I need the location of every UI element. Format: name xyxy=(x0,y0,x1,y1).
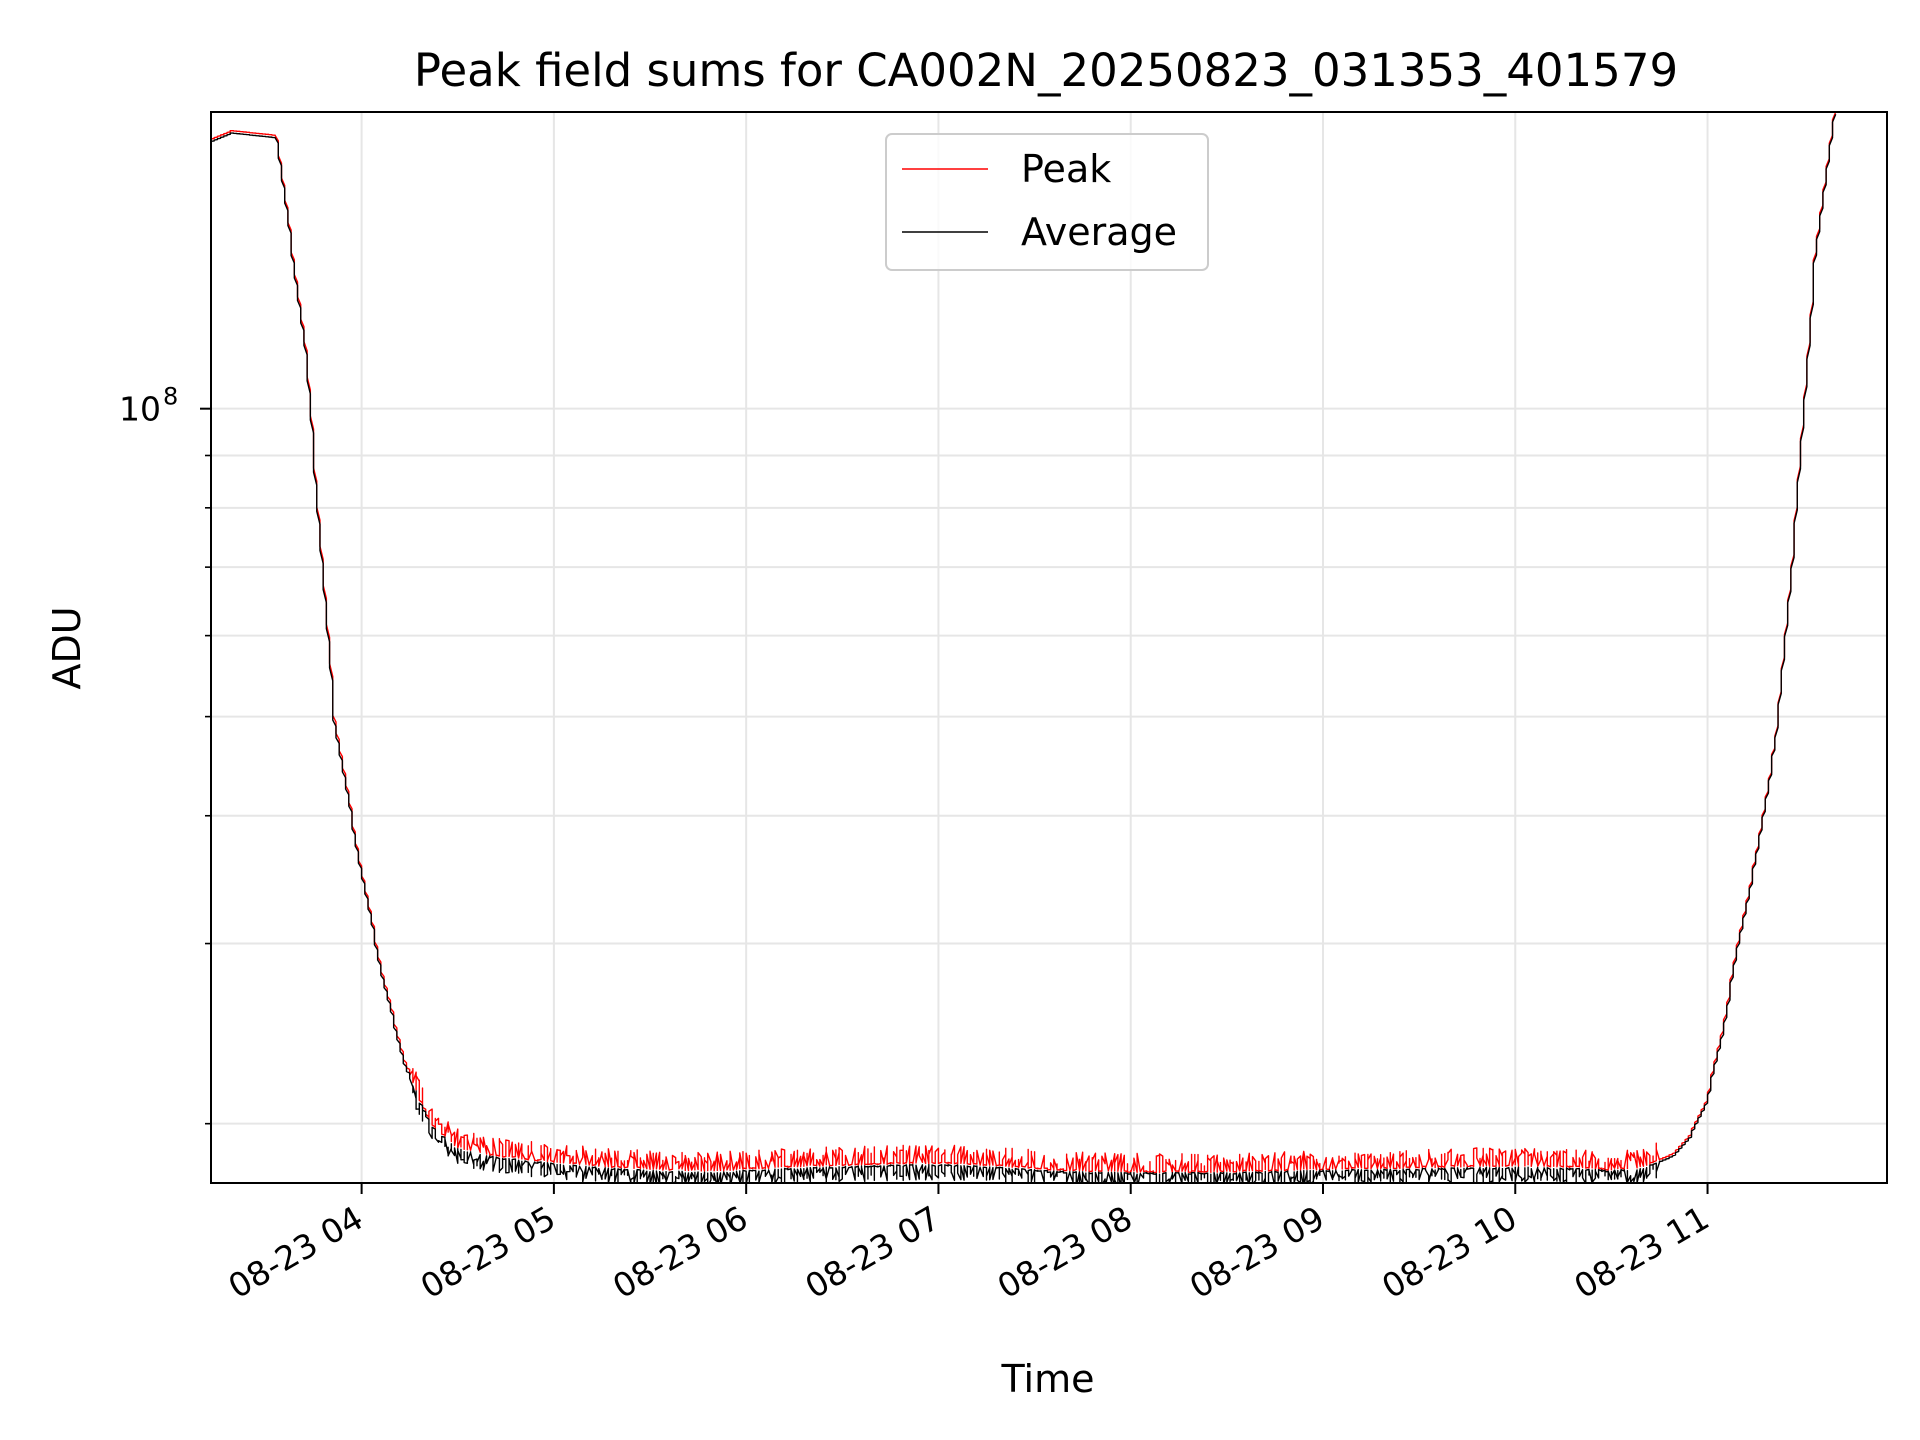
y-axis: 10 8 xyxy=(119,383,211,1125)
y-tick-exponent: 8 xyxy=(163,383,178,411)
y-tick-label: 10 8 xyxy=(119,383,178,429)
y-tick-base: 10 xyxy=(119,390,161,429)
series-line-average xyxy=(211,114,1837,1183)
plot-frame xyxy=(210,111,1888,1184)
legend-label-peak: Peak xyxy=(1021,147,1111,191)
legend-label-average: Average xyxy=(1021,210,1177,254)
legend-box xyxy=(885,133,1209,271)
x-axis-label: Time xyxy=(1001,1357,1095,1401)
chart-title: Peak field sums for CA002N_20250823_0313… xyxy=(414,44,1678,97)
legend: Peak Average xyxy=(885,133,1209,271)
series-line-peak xyxy=(211,112,1837,1174)
plot-area xyxy=(211,112,1837,1183)
series-layer xyxy=(211,112,1837,1183)
grid xyxy=(211,112,1887,1183)
y-axis-label: ADU xyxy=(45,606,89,689)
